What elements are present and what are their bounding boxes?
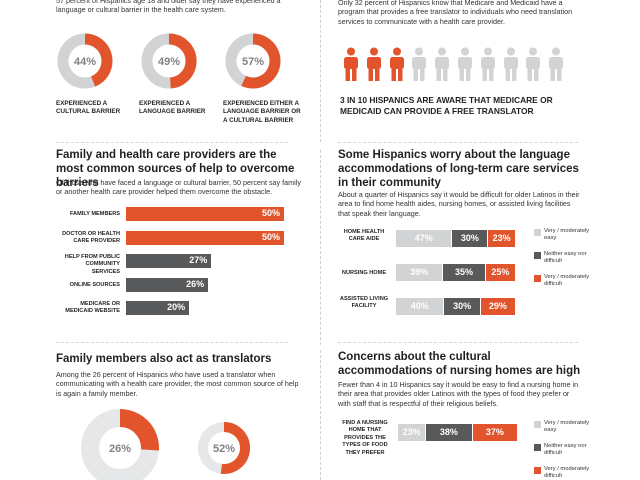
translators-intro: Among the 26 percent of Hispanics who ha… xyxy=(56,370,299,398)
barrier-caption-language: EXPERIENCED A LANGUAGE BARRIER xyxy=(139,100,206,116)
column-divider-top xyxy=(320,0,321,142)
bar-value-label: 50% xyxy=(261,208,280,218)
people-pictograph xyxy=(342,47,582,91)
person-icon xyxy=(458,47,472,81)
bar-value-label: 27% xyxy=(189,255,208,265)
column-divider-middle xyxy=(320,150,321,345)
translator-outer-label: 26% xyxy=(109,443,131,455)
legend-swatch xyxy=(534,467,541,474)
stacked-segment: 47% xyxy=(396,230,452,247)
person-icon xyxy=(435,47,450,81)
legend-swatch xyxy=(534,421,541,428)
bar: 50% xyxy=(126,207,284,221)
person-icon xyxy=(412,47,427,81)
legend-swatch xyxy=(534,252,541,259)
bar: 26% xyxy=(126,277,209,292)
person-icon xyxy=(366,47,381,81)
translator-donut-slice xyxy=(119,409,159,451)
legend-label: Very / moderately difficult xyxy=(544,466,590,479)
bar: 20% xyxy=(126,301,190,315)
donut-label: 44% xyxy=(74,56,96,68)
stacked-category-label: ASSISTED LIVING FACILITY xyxy=(339,296,389,310)
barrier-caption-either: EXPERIENCED EITHER A LANGUAGE BARRIER OR… xyxy=(223,100,301,124)
bar: 27% xyxy=(126,254,212,268)
stacked-segment: 37% xyxy=(472,424,517,441)
stacked-segment: 23% xyxy=(398,424,426,441)
stacked-segment: 29% xyxy=(480,298,515,315)
stacked-category-label: FIND A NURSING HOME THAT PROVIDES THE TY… xyxy=(342,420,388,456)
legend-swatch xyxy=(534,275,541,282)
legend-label: Neither easy nor difficult xyxy=(544,443,587,456)
legend-label: Very / moderately difficult xyxy=(544,274,590,287)
stacked-segment: 38% xyxy=(426,424,472,441)
person-icon xyxy=(526,47,541,81)
awareness-intro: Only 32 percent of Hispanics know that M… xyxy=(338,0,573,26)
column-divider-bottom xyxy=(320,350,321,480)
barrier-donut: 57% xyxy=(225,33,281,89)
barrier-donut: 49% xyxy=(141,33,197,89)
bar-category-label: FAMILY MEMBERS xyxy=(69,211,120,217)
ltc-title: Some Hispanics worry about the language … xyxy=(338,149,579,189)
barrier-donut: 44% xyxy=(57,33,113,89)
nursing-legend: Very / moderately easy Neither easy nor d… xyxy=(534,420,594,480)
nursing-intro: Fewer than 4 in 10 Hispanics say it woul… xyxy=(338,380,579,408)
stacked-category-label: HOME HEALTH CARE AIDE xyxy=(343,229,385,243)
person-icon xyxy=(389,47,404,81)
ltc-intro: About a quarter of Hispanics say it woul… xyxy=(338,190,580,218)
translators-title: Family members also act as translators xyxy=(56,353,272,365)
bar-value-label: 50% xyxy=(261,231,280,242)
bar-category-label: ONLINE SOURCES xyxy=(69,281,120,288)
donut-label: 57% xyxy=(242,56,264,68)
person-icon xyxy=(480,47,495,81)
legend-label: Neither easy nor difficult xyxy=(544,251,587,264)
barriers-intro: 57 percent of Hispanics age 18 and older… xyxy=(56,0,281,15)
nursing-stacked-chart: FIND A NURSING HOME THAT PROVIDES THE TY… xyxy=(338,420,538,480)
stacked-segment: 30% xyxy=(444,298,480,315)
donut-label: 49% xyxy=(158,56,180,68)
translator-donut-slice xyxy=(220,421,250,474)
person-icon xyxy=(344,47,358,81)
nursing-title: Concerns about the cultural accommodatio… xyxy=(338,351,581,377)
row-divider-right-2 xyxy=(338,342,578,343)
help-sources-intro: Of those who have faced a language or cu… xyxy=(56,178,301,197)
stacked-category-label: NURSING HOME xyxy=(341,270,387,276)
stacked-segment: 39% xyxy=(396,264,443,281)
donut-slice xyxy=(241,33,281,89)
barrier-caption-cultural: EXPERIENCED A CULTURAL BARRIER xyxy=(56,100,121,116)
bar-category-label: HELP FROM PUBLIC COMMUNITY SERVICES xyxy=(64,254,120,275)
stacked-segment: 23% xyxy=(488,230,515,247)
help-sources-bar-chart: FAMILY MEMBERS 50% DOCTOR OR HEALTH CARE P… xyxy=(56,206,296,330)
stacked-segment: 40% xyxy=(396,298,444,315)
barrier-donuts: 44% 49% 57% xyxy=(56,33,316,92)
bar: 50% xyxy=(126,230,284,245)
donut-slice xyxy=(168,33,197,89)
help-sources-title: Family and health care providers are the… xyxy=(56,149,295,189)
row-divider-left-1 xyxy=(56,142,288,143)
ltc-stacked-chart: HOME HEALTH CARE AIDE 47% 30% 23% NURSING HO… xyxy=(338,226,538,320)
bar-category-label: DOCTOR OR HEALTH CARE PROVIDER xyxy=(62,230,120,244)
row-divider-left-2 xyxy=(56,342,288,343)
legend-label: Very / moderately easy xyxy=(544,228,590,241)
legend-swatch xyxy=(534,444,541,451)
ltc-legend: Very / moderately easy Neither easy nor d… xyxy=(534,228,594,300)
legend-swatch xyxy=(534,229,541,236)
person-icon xyxy=(549,47,564,81)
legend-label: Very / moderately easy xyxy=(544,420,590,433)
bar-value-label: 20% xyxy=(167,302,186,312)
bar-value-label: 26% xyxy=(186,278,205,289)
donut-slice xyxy=(84,33,113,87)
translator-inner-label: 52% xyxy=(213,443,235,455)
row-divider-right-1 xyxy=(338,142,578,143)
stacked-segment: 25% xyxy=(485,264,515,281)
translators-donuts: 26% 52% xyxy=(81,409,250,480)
stacked-segment: 30% xyxy=(452,230,488,247)
stacked-segment: 35% xyxy=(443,264,485,281)
awareness-headline: 3 IN 10 HISPANICS ARE AWARE THAT MEDICAR… xyxy=(340,95,553,116)
person-icon xyxy=(503,47,518,81)
bar-category-label: MEDICARE OR MEDICAID WEBSITE xyxy=(65,301,120,315)
